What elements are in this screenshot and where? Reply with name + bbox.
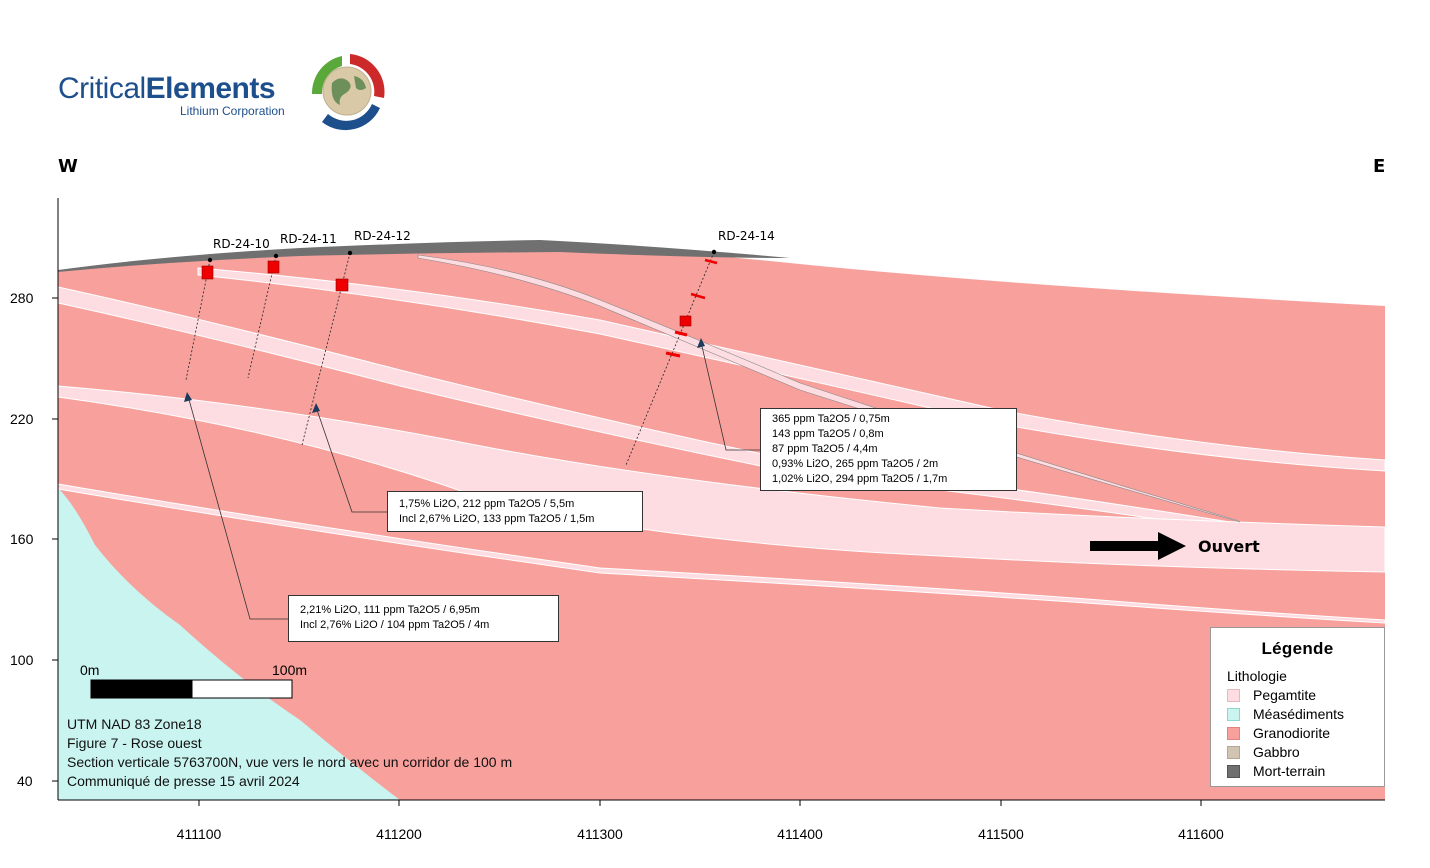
callout-line: Incl 2,76% Li2O / 104 ppm Ta2O5 / 4m — [300, 619, 490, 631]
mineralized-interval — [335, 278, 349, 292]
arrowhead-rd-24-14 — [697, 338, 705, 348]
legend: Légende Lithologie Pegamtite Méasédiment… — [1210, 627, 1385, 787]
logo-wordmark: CriticalElements — [58, 72, 276, 106]
y-tick-label: 280 — [10, 290, 34, 306]
pegmatite-dyke-4 — [417, 254, 1241, 523]
legend-item: Pegamtite — [1227, 686, 1316, 704]
mineralized-interval — [679, 315, 692, 327]
leader-rd-24-14 — [700, 341, 760, 451]
y-tick-label: 40 — [17, 773, 33, 789]
callout-line: 87 ppm Ta2O5 / 4,4m — [772, 443, 878, 455]
legend-swatch — [1227, 764, 1240, 778]
arrowhead-rd-24-12 — [312, 403, 320, 413]
legend-title: Légende — [1261, 639, 1334, 658]
legend-subtitle: Lithologie — [1227, 668, 1287, 684]
pegmatite-dyke-5 — [57, 483, 1386, 624]
callout-line: 365 ppm Ta2O5 / 0,75m — [772, 413, 890, 425]
legend-item: Granodiorite — [1227, 724, 1330, 742]
east-indicator: E — [1373, 156, 1386, 177]
legend-label: Gabbro — [1253, 744, 1300, 760]
open-arrow-icon — [1090, 532, 1186, 560]
logo-globe-icon — [311, 54, 385, 131]
x-tick-label: 411400 — [777, 826, 823, 842]
overburden-unit — [58, 240, 790, 272]
legend-label: Granodiorite — [1253, 725, 1331, 741]
scale-bar — [90, 679, 293, 699]
legend-label: Méasédiments — [1253, 706, 1345, 722]
legend-item: Mort-terrain — [1227, 762, 1325, 780]
figure-notes: UTM NAD 83 Zone18 Figure 7 - Rose ouest … — [67, 715, 512, 791]
arrowhead-rd-24-10 — [184, 392, 192, 402]
legend-swatch — [1227, 688, 1240, 702]
x-tick-label: 411200 — [376, 826, 422, 842]
legend-label: Mort-terrain — [1253, 763, 1326, 779]
x-tick-label: 411100 — [177, 826, 222, 842]
mineralized-interval — [674, 330, 688, 337]
x-tick-label: 411600 — [1178, 826, 1224, 842]
metasediment-unit — [58, 488, 400, 800]
open-label: Ouvert — [1198, 537, 1260, 556]
hole-label: RD-24-14 — [718, 229, 775, 243]
callout-rd-24-10: 2,21% Li2O, 111 ppm Ta2O5 / 6,95m Incl 2… — [288, 595, 559, 642]
callout-line: 143 ppm Ta2O5 / 0,8m — [772, 428, 884, 440]
mineralized-interval — [690, 292, 706, 300]
legend-swatch — [1227, 707, 1240, 721]
y-tick-label: 100 — [10, 652, 34, 668]
mineralized-interval — [665, 351, 681, 358]
logo-word-bold: Elements — [145, 72, 276, 105]
note-line: Figure 7 - Rose ouest — [67, 735, 202, 751]
note-line: UTM NAD 83 Zone18 — [67, 716, 202, 732]
scale-end-label: 100m — [272, 662, 308, 678]
callout-line: 1,02% Li2O, 294 ppm Ta2O5 / 1,7m — [772, 473, 948, 485]
pegmatite-dyke-3 — [197, 267, 1386, 472]
y-tick-label: 220 — [10, 411, 34, 427]
logo-subtitle: Lithium Corporation — [180, 104, 285, 118]
note-line: Communiqué de presse 15 avril 2024 — [67, 773, 300, 789]
legend-item: Gabbro — [1227, 743, 1300, 761]
y-tick-label: 160 — [10, 531, 34, 547]
callout-line: 2,21% Li2O, 111 ppm Ta2O5 / 6,95m — [300, 604, 480, 616]
drill-hole-rd-24-14: RD-24-14 — [625, 229, 775, 466]
legend-swatch — [1227, 745, 1240, 759]
logo-word-regular: Critical — [58, 72, 146, 105]
mineralized-interval — [201, 265, 214, 280]
legend-label: Pegamtite — [1253, 687, 1317, 703]
company-logo: CriticalElements Lithium Corporation — [58, 48, 398, 138]
hole-label: RD-24-11 — [280, 232, 337, 246]
y-axis-ticks: 280 220 160 100 40 — [10, 290, 58, 789]
x-axis-ticks: 411100 411200 411300 411400 411500 41160… — [177, 800, 1224, 842]
legend-item: Méasédiments — [1227, 705, 1344, 723]
callout-line: 0,93% Li2O, 265 ppm Ta2O5 / 2m — [772, 458, 939, 470]
x-tick-label: 411300 — [577, 826, 623, 842]
drill-hole-rd-24-12: RD-24-12 — [301, 229, 411, 446]
drill-hole-rd-24-11: RD-24-11 — [247, 232, 337, 379]
west-indicator: W — [58, 156, 78, 177]
callout-rd-24-12: 1,75% Li2O, 212 ppm Ta2O5 / 5,5m Incl 2,… — [387, 491, 643, 532]
callout-line: Incl 2,67% Li2O, 133 ppm Ta2O5 / 1,5m — [399, 513, 595, 525]
legend-swatch — [1227, 726, 1240, 740]
hole-label: RD-24-12 — [354, 229, 411, 243]
note-line: Section verticale 5763700N, vue vers le … — [67, 754, 513, 770]
leader-rd-24-10 — [187, 395, 288, 620]
mineralized-interval — [704, 258, 718, 265]
scale-start-label: 0m — [80, 662, 100, 678]
callout-rd-24-14: 365 ppm Ta2O5 / 0,75m 143 ppm Ta2O5 / 0,… — [760, 408, 1017, 491]
drill-hole-rd-24-10: RD-24-10 — [185, 237, 270, 381]
callout-leaders — [184, 338, 760, 620]
mineralized-interval — [267, 260, 280, 274]
callout-line: 1,75% Li2O, 212 ppm Ta2O5 / 5,5m — [399, 498, 575, 510]
leader-rd-24-12 — [315, 406, 387, 513]
x-tick-label: 411500 — [978, 826, 1024, 842]
hole-label: RD-24-10 — [213, 237, 270, 251]
